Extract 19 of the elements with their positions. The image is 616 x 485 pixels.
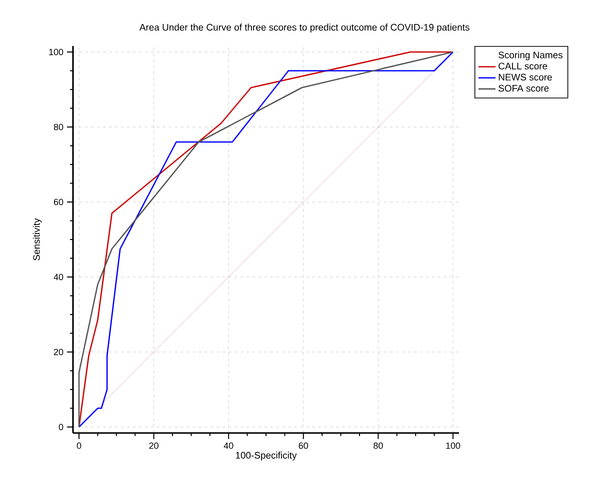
x-axis-title: 100-Specificity xyxy=(236,452,297,461)
y-tick-label: 100 xyxy=(49,48,64,56)
y-axis-title: Sensitivity xyxy=(32,218,42,260)
chart-title: Area Under the Curve of three scores to predict outcome of COVID-19 patients xyxy=(139,24,470,33)
legend-label: NEWS score xyxy=(498,74,552,81)
x-tick-label: 40 xyxy=(224,442,234,449)
x-tick-label: 80 xyxy=(374,442,383,449)
x-tick-label: 100 xyxy=(446,442,460,449)
legend-label: SOFA score xyxy=(498,84,549,92)
x-tick-label: 0 xyxy=(76,442,82,449)
legend-title: Scoring Names xyxy=(498,51,562,60)
y-tick-label: 40 xyxy=(54,274,64,280)
y-tick-label: 20 xyxy=(54,348,64,356)
x-tick-label: 20 xyxy=(149,442,158,449)
y-tick-label: 0 xyxy=(58,424,64,430)
legend-label: CALL score xyxy=(498,62,548,70)
x-tick-label: 60 xyxy=(298,442,308,449)
y-tick-label: 80 xyxy=(54,124,64,130)
y-tick-label: 60 xyxy=(54,198,64,206)
